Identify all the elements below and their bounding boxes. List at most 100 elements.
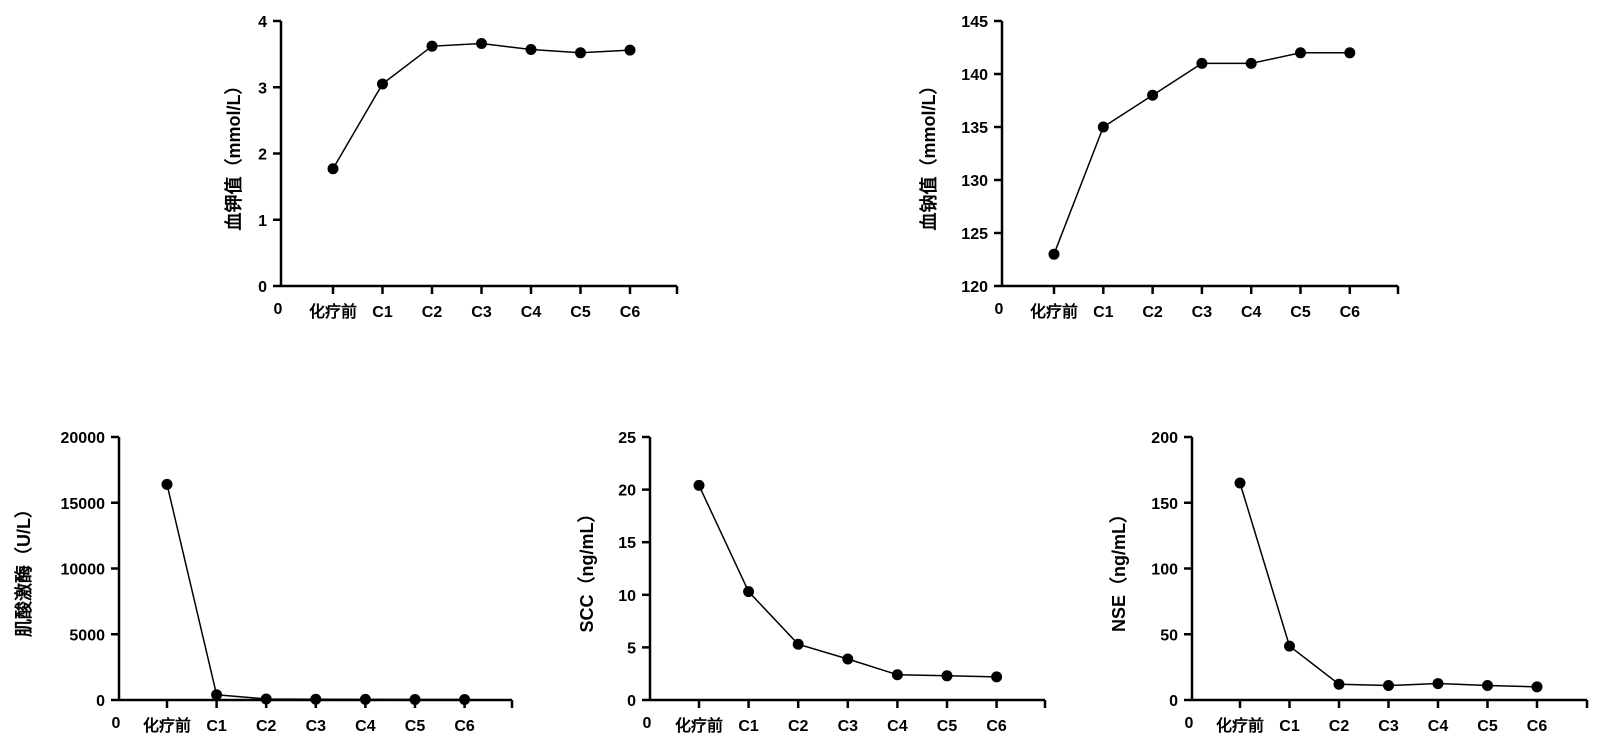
y-tick-label: 10 xyxy=(618,588,636,605)
x-tick-label: C5 xyxy=(570,304,591,321)
data-point xyxy=(459,693,471,705)
x-tick-label: C4 xyxy=(521,304,542,321)
data-point xyxy=(693,479,705,491)
x-tick-label: C1 xyxy=(372,304,393,321)
x-origin-label: 0 xyxy=(112,715,121,732)
y-tick-label: 0 xyxy=(258,279,267,296)
y-tick-label: 3 xyxy=(258,80,267,97)
data-point xyxy=(941,670,953,682)
data-point xyxy=(476,38,487,50)
data-point xyxy=(1295,47,1306,59)
x-origin-label: 0 xyxy=(1185,715,1194,732)
data-point xyxy=(1432,678,1444,690)
y-tick-label: 150 xyxy=(1151,496,1178,513)
y-tick-label: 0 xyxy=(96,693,105,710)
chart-1: 0 1 2 3 4 0 化疗前 C1 C2 C3 C4 C5 C6 血钾值（mmol/L） xyxy=(223,14,679,321)
y-axis-title: NSE（ng/mL） xyxy=(1109,505,1129,632)
x-tick-label: C1 xyxy=(206,718,227,735)
y-axis-title: SCC（ng/mL） xyxy=(577,505,597,633)
data-point xyxy=(1333,678,1345,690)
y-tick-label: 120 xyxy=(961,279,988,296)
x-tick-label: C3 xyxy=(1192,304,1213,321)
series-line xyxy=(332,42,631,170)
y-tick-label: 50 xyxy=(1160,627,1178,644)
x-tick-label: 化疗前 xyxy=(309,302,357,321)
y-axis-title: 肌酸激酶（U/L） xyxy=(13,500,34,637)
data-point xyxy=(575,47,586,59)
x-tick-label: 化疗前 xyxy=(143,716,191,735)
x-tick-label: C5 xyxy=(405,718,426,735)
data-point xyxy=(426,40,438,52)
data-point xyxy=(1196,57,1208,69)
x-tick-label: C3 xyxy=(471,304,492,321)
y-tick-label: 5 xyxy=(627,640,636,657)
y-tick-label: 4 xyxy=(258,14,267,31)
chart-5: 0 50 100 150 200 0 化疗前 C1 C2 C3 C4 C5 C6 NSE（ng/mL） xyxy=(1109,430,1589,735)
x-tick-label: C5 xyxy=(1477,718,1498,735)
data-point xyxy=(310,693,322,705)
x-tick-label: C4 xyxy=(887,718,908,735)
x-tick-label: C2 xyxy=(422,304,443,321)
data-point xyxy=(409,693,421,705)
x-tick-label: C6 xyxy=(454,718,475,735)
data-point xyxy=(891,669,903,681)
y-tick-label: 2 xyxy=(258,147,267,164)
data-point xyxy=(1482,680,1493,692)
y-tick-label: 140 xyxy=(961,67,988,84)
data-point xyxy=(1097,121,1109,133)
x-tick-label: C2 xyxy=(1142,304,1163,321)
x-tick-label: C5 xyxy=(937,718,958,735)
x-tick-label: C6 xyxy=(1527,718,1548,735)
y-tick-label: 200 xyxy=(1151,430,1178,447)
y-tick-label: 15000 xyxy=(61,496,106,513)
x-tick-label: C2 xyxy=(256,718,277,735)
data-point xyxy=(1147,89,1159,101)
x-tick-label: C3 xyxy=(1378,718,1399,735)
data-point xyxy=(991,671,1003,683)
y-tick-label: 15 xyxy=(618,535,636,552)
data-point xyxy=(525,43,537,55)
series-line xyxy=(1053,52,1350,255)
data-point xyxy=(743,586,755,598)
data-point xyxy=(377,78,388,90)
data-point xyxy=(1383,680,1394,692)
y-tick-label: 0 xyxy=(1169,693,1178,710)
data-point xyxy=(161,478,173,490)
chart-4: 0 5 10 15 20 25 0 化疗前 C1 C2 C3 C4 C5 C6 SCC（ng/mL） xyxy=(577,430,1047,735)
y-tick-label: 20 xyxy=(618,483,636,500)
x-tick-label: C6 xyxy=(620,304,641,321)
x-tick-label: C1 xyxy=(1093,304,1114,321)
data-point xyxy=(211,689,223,701)
y-tick-label: 10000 xyxy=(61,562,106,579)
x-tick-label: C1 xyxy=(1279,718,1300,735)
x-origin-label: 0 xyxy=(643,715,652,732)
x-tick-label: C2 xyxy=(1329,718,1350,735)
x-tick-label: C4 xyxy=(1241,304,1262,321)
x-tick-label: C5 xyxy=(1290,304,1311,321)
data-point xyxy=(327,163,339,175)
x-tick-label: C6 xyxy=(1340,304,1361,321)
x-tick-label: 化疗前 xyxy=(1216,716,1264,735)
data-point xyxy=(1234,477,1246,489)
y-axis-title: 血钠值（mmol/L） xyxy=(918,76,939,230)
data-point xyxy=(1284,640,1295,652)
y-tick-label: 1 xyxy=(258,213,267,230)
x-tick-label: C3 xyxy=(838,718,859,735)
data-point xyxy=(1048,248,1060,260)
data-point xyxy=(359,693,371,705)
x-tick-label: C6 xyxy=(986,718,1007,735)
x-tick-label: 化疗前 xyxy=(675,716,723,735)
x-origin-label: 0 xyxy=(995,301,1004,318)
y-tick-label: 130 xyxy=(961,173,988,190)
y-tick-label: 5000 xyxy=(69,627,105,644)
chart-3: 0 5000 10000 15000 20000 0 化疗前 C1 C2 C3 C4 C5 C6 肌酸激酶… xyxy=(13,430,514,735)
chart-2: 120 125 130 135 140 145 0 化疗前 C1 C2 C3 C4 C5 C6 血钠值（mm… xyxy=(918,14,1400,321)
data-point xyxy=(260,693,272,705)
x-tick-label: C4 xyxy=(355,718,376,735)
data-point xyxy=(1531,681,1543,693)
x-tick-label: C2 xyxy=(788,718,809,735)
y-tick-label: 20000 xyxy=(61,430,106,447)
x-tick-label: C3 xyxy=(306,718,327,735)
y-tick-label: 135 xyxy=(961,120,988,137)
data-point xyxy=(624,44,636,56)
